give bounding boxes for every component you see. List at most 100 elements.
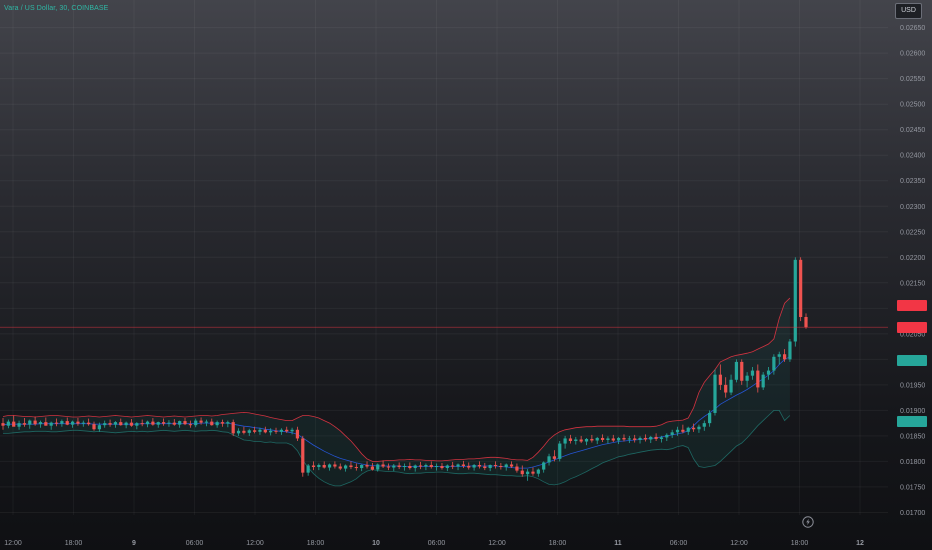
candle xyxy=(44,417,48,426)
candle xyxy=(327,463,332,471)
time-tick-label: 18:00 xyxy=(307,540,325,547)
candle xyxy=(344,464,348,472)
candle xyxy=(274,427,278,434)
price-tick-label: 0.01900 xyxy=(900,408,925,415)
basis-price-tag xyxy=(897,355,927,367)
price-tick-label: 0.02450 xyxy=(900,127,925,134)
time-tick-label: 18:00 xyxy=(549,540,567,547)
price-tick-label: 0.02550 xyxy=(900,76,925,83)
candle xyxy=(33,416,37,426)
candle xyxy=(188,420,192,428)
candle xyxy=(649,435,653,444)
candle xyxy=(6,419,10,429)
candle xyxy=(381,460,385,469)
candle xyxy=(654,433,658,442)
time-axis[interactable]: 12:00 18:00 9 06:00 12:00 18:00 10 06:00 12:00 18… xyxy=(4,540,864,547)
price-tick-label: 0.02300 xyxy=(900,204,925,211)
candle xyxy=(552,450,556,462)
price-tick-label: 0.02150 xyxy=(900,280,925,287)
candle xyxy=(301,435,305,477)
candle xyxy=(499,462,503,470)
candle xyxy=(799,257,803,322)
price-tick-label: 0.02050 xyxy=(900,331,925,338)
candle xyxy=(258,427,262,435)
candle xyxy=(451,461,455,470)
candle xyxy=(349,461,353,470)
time-tick-label: 12:00 xyxy=(246,540,264,547)
candle xyxy=(456,463,460,471)
candle xyxy=(461,460,465,469)
candle xyxy=(520,465,524,477)
candle xyxy=(606,436,610,444)
candle xyxy=(140,419,144,427)
candle xyxy=(279,428,283,435)
candle xyxy=(360,464,364,472)
candle xyxy=(322,461,326,469)
price-tick-label: 0.02250 xyxy=(900,229,925,236)
candle xyxy=(12,415,16,427)
candle xyxy=(777,351,781,365)
candle xyxy=(124,421,128,429)
candle xyxy=(440,462,444,470)
price-tick-label: 0.02500 xyxy=(900,102,925,109)
candle xyxy=(681,424,685,434)
candle xyxy=(761,372,765,390)
candle xyxy=(408,462,412,470)
candle xyxy=(435,463,439,471)
candle xyxy=(204,419,209,427)
candle xyxy=(365,461,369,469)
candle xyxy=(376,463,380,472)
candle xyxy=(536,468,540,477)
candle xyxy=(183,418,187,426)
price-axis[interactable]: 0.02650 0.02600 0.02550 0.02500 0.02450 0.024… xyxy=(900,25,925,517)
lightning-icon[interactable] xyxy=(802,516,814,528)
candle xyxy=(215,420,219,428)
candle xyxy=(718,364,722,390)
candle xyxy=(729,374,733,396)
time-tick-label: 12 xyxy=(856,540,864,547)
candle xyxy=(643,434,648,442)
candle xyxy=(638,436,642,444)
symbol-title[interactable]: Vara / US Dollar, 30, COINBASE xyxy=(4,5,109,12)
candle xyxy=(708,410,712,427)
time-tick-label: 12:00 xyxy=(730,540,748,547)
candle xyxy=(670,429,674,438)
candle xyxy=(242,426,246,435)
candle xyxy=(724,377,728,398)
candle xyxy=(285,426,289,433)
candlestick-series xyxy=(1,257,808,481)
candle xyxy=(622,434,626,442)
candle xyxy=(145,420,150,428)
candle xyxy=(467,462,471,470)
candle xyxy=(103,420,107,428)
candle xyxy=(247,428,251,436)
candle xyxy=(488,464,492,472)
price-tick-label: 0.02600 xyxy=(900,51,925,58)
candle xyxy=(734,359,739,383)
candle xyxy=(713,369,717,416)
candle xyxy=(253,426,257,434)
last-price-tag xyxy=(897,321,927,333)
candle xyxy=(793,257,797,347)
candle xyxy=(65,417,69,426)
candle xyxy=(129,419,134,427)
candle xyxy=(772,354,776,375)
candle xyxy=(429,461,433,469)
candle xyxy=(526,469,530,481)
candle xyxy=(210,418,214,426)
candle xyxy=(627,435,631,444)
candle xyxy=(178,420,182,428)
currency-button[interactable]: USD xyxy=(895,3,922,19)
candle xyxy=(745,372,749,388)
bollinger-bands xyxy=(2,297,791,487)
candle xyxy=(54,418,59,427)
candle xyxy=(76,418,80,426)
candle xyxy=(402,463,407,471)
candle xyxy=(119,418,123,426)
candle xyxy=(750,367,755,380)
candle xyxy=(161,418,166,426)
price-tick-label: 0.01800 xyxy=(900,459,925,466)
candle xyxy=(97,422,101,432)
candle xyxy=(568,434,573,444)
